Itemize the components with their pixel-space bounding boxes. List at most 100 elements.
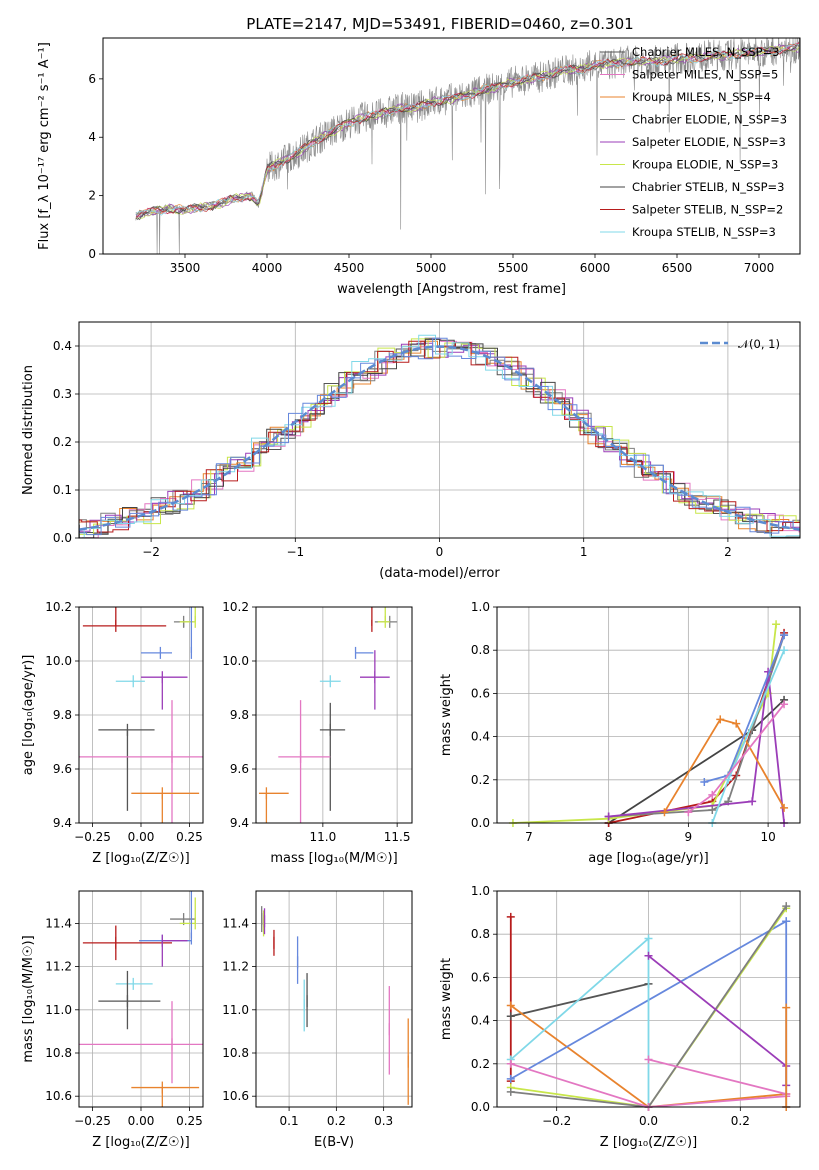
y-axis-label: mass weight xyxy=(439,958,454,1040)
series-marker xyxy=(732,719,741,728)
panel-age-vs-z: −0.25 0.00 0.25 9.4 9.6 9.8 10.0 10.2 Z [log₁₀(Z… xyxy=(21,600,204,866)
x-tick-label: 7 xyxy=(525,830,533,844)
series-marker xyxy=(506,1059,515,1068)
y-axis-label: Flux [f_λ 10⁻¹⁷ erg cm⁻² s⁻¹ A⁻¹] xyxy=(37,42,52,250)
y-tick-label: 10.2 xyxy=(222,600,249,614)
y-tick-label: 0.4 xyxy=(471,730,490,744)
series-marker xyxy=(782,1003,791,1012)
x-axis-label: wavelength [Angstrom, rest frame] xyxy=(337,282,566,297)
series-marker xyxy=(780,631,789,640)
y-tick-label: 0.6 xyxy=(471,686,490,700)
series-marker xyxy=(660,808,669,817)
axes-frame xyxy=(496,890,801,1108)
y-tick-label: 9.8 xyxy=(53,708,72,722)
x-axis-label: Z [log₁₀(Z/Z☉)] xyxy=(600,1135,697,1150)
x-tick-label: −0.25 xyxy=(74,1114,111,1128)
series-marker xyxy=(644,951,653,960)
x-axis-label: age [log₁₀(age/yr)] xyxy=(588,851,709,866)
x-axis-label: E(B-V) xyxy=(314,1135,354,1150)
series-line xyxy=(608,634,785,818)
series-marker xyxy=(506,1012,515,1021)
y-tick-label: 11.2 xyxy=(45,960,72,974)
points-layer xyxy=(258,607,398,823)
series-line xyxy=(608,632,785,824)
x-tick-label: 4000 xyxy=(252,261,283,275)
axes-frame xyxy=(255,606,413,824)
y-tick-label: 0.8 xyxy=(471,643,490,657)
y-tick-label: 11.2 xyxy=(222,960,249,974)
series-line xyxy=(510,936,650,1107)
legend-label: Chabrier MILES, N_SSP=3 xyxy=(632,45,779,59)
legend-label: Chabrier ELODIE, N_SSP=3 xyxy=(632,113,787,127)
y-tick-label: 0.0 xyxy=(471,1100,490,1114)
y-tick-label: 1.0 xyxy=(471,884,490,898)
y-tick-label: 0.2 xyxy=(53,435,72,449)
spectrum-layer xyxy=(135,38,800,254)
x-tick-label: 8 xyxy=(605,830,613,844)
series-marker xyxy=(772,620,781,629)
x-tick-label: 5000 xyxy=(416,261,447,275)
y-tick-label: 9.4 xyxy=(230,816,249,830)
series-marker xyxy=(506,1001,515,1010)
y-tick-label: 9.6 xyxy=(230,762,249,776)
legend-label: Salpeter STELIB, N_SSP=2 xyxy=(632,203,783,217)
y-tick-label: 11.0 xyxy=(222,1003,249,1017)
series-marker xyxy=(506,1087,515,1096)
series-marker xyxy=(506,912,515,921)
legend-label: 𝒩(0, 1) xyxy=(738,337,780,351)
series-layer xyxy=(508,620,789,827)
x-tick-label: 0 xyxy=(436,545,444,559)
model-spectrum-line xyxy=(135,42,800,218)
y-tick-label: 0.2 xyxy=(471,773,490,787)
x-tick-label: 5500 xyxy=(498,261,529,275)
y-tick-label: 6 xyxy=(88,72,96,86)
x-tick-label: 6500 xyxy=(662,261,693,275)
y-tick-label: 9.8 xyxy=(230,708,249,722)
y-tick-label: 10.0 xyxy=(45,654,72,668)
panel-spectrum: 3500 4000 4500 5000 5500 6000 6500 7000 0 2 4 6 wave… xyxy=(37,37,801,297)
axes-frame xyxy=(496,606,801,824)
x-tick-label: 0.3 xyxy=(374,1114,393,1128)
x-tick-label: 2 xyxy=(724,545,732,559)
x-tick-label: −0.2 xyxy=(542,1114,571,1128)
x-tick-label: 0.00 xyxy=(128,830,155,844)
y-tick-label: 0.2 xyxy=(471,1057,490,1071)
x-tick-label: 9 xyxy=(685,830,693,844)
y-tick-label: 0.0 xyxy=(53,531,72,545)
series-marker xyxy=(780,803,789,812)
y-tick-label: 4 xyxy=(88,130,96,144)
series-marker xyxy=(700,777,709,786)
x-tick-label: 4500 xyxy=(334,261,365,275)
y-axis-label: age [log₁₀(age/yr)] xyxy=(21,655,36,776)
series-marker xyxy=(708,790,717,799)
x-tick-label: 0.2 xyxy=(731,1114,750,1128)
y-tick-label: 0.6 xyxy=(471,970,490,984)
x-tick-label: 0.25 xyxy=(176,1114,203,1128)
x-tick-label: 1 xyxy=(580,545,588,559)
y-tick-label: 0 xyxy=(88,247,96,261)
residual-histogram xyxy=(79,342,800,532)
x-tick-label: 11.0 xyxy=(309,830,336,844)
panel-mass-vs-z: −0.25 0.00 0.25 10.6 10.8 11.0 11.2 11.4 Z [log₁… xyxy=(21,890,204,1150)
series-marker xyxy=(644,934,653,943)
series-marker xyxy=(748,797,757,806)
x-axis-label: Z [log₁₀(Z/Z☉)] xyxy=(92,851,189,866)
residual-histogram xyxy=(79,337,800,536)
y-tick-label: 9.4 xyxy=(53,816,72,830)
series-marker xyxy=(684,808,693,817)
y-tick-label: 2 xyxy=(88,189,96,203)
normal-curve-line xyxy=(79,345,800,531)
y-axis-label: Normed distribution xyxy=(21,365,36,495)
series-marker xyxy=(782,917,791,926)
y-tick-label: 10.6 xyxy=(222,1089,249,1103)
y-tick-label: 0.8 xyxy=(471,927,490,941)
x-tick-label: −0.25 xyxy=(74,830,111,844)
x-axis-label: (data-model)/error xyxy=(379,566,500,581)
x-tick-label: 3500 xyxy=(170,261,201,275)
y-tick-label: 0.4 xyxy=(53,339,72,353)
x-tick-label: 0.25 xyxy=(176,830,203,844)
y-tick-label: 10.2 xyxy=(45,600,72,614)
series-marker xyxy=(780,700,789,709)
legend-label: Kroupa STELIB, N_SSP=3 xyxy=(632,225,776,239)
x-axis-label: Z [log₁₀(Z/Z☉)] xyxy=(92,1135,189,1150)
